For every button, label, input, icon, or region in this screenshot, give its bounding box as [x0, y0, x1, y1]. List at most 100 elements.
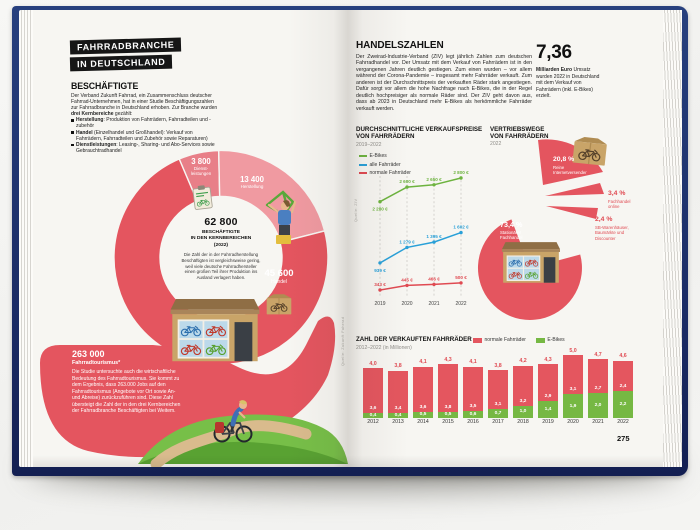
sales-bars: 4,0 3,6 0,4 2012 3,8 3,4 0,4 2013 4,1 3,6 0,5 2014 4… — [363, 342, 638, 426]
bar-2013: 3,8 3,4 0,4 2013 — [388, 342, 408, 426]
donut-label-handel: Handel — [271, 279, 287, 285]
bar-total-label: 5,0 — [569, 347, 577, 354]
legend-label-normale: normale Fahrräder — [369, 170, 411, 177]
bar-segment-normale: 3,2 — [513, 365, 533, 406]
legend-label-alle: alle Fahrräder — [369, 161, 401, 168]
bar-segment-normale: 2,4 — [613, 360, 633, 391]
legend-label-ebikes: E-Bikes — [369, 153, 387, 159]
prices-chart-svg: 2019 2020 2021 2022 2 280 € 2 600 € 2 650 € 2 8… — [372, 170, 469, 307]
source-note-left: Quelle: Zukunft Fahrrad — [341, 316, 345, 366]
bar-segment-normale: 2,7 — [588, 359, 608, 393]
donut-value-herstellung: 13 400 — [240, 175, 264, 184]
bar-year-label: 2016 — [467, 419, 479, 425]
svg-text:343 €: 343 € — [374, 282, 386, 287]
bar-2017: 3,8 3,1 0,7 2017 — [488, 342, 508, 426]
page-number: 275 — [617, 434, 630, 443]
bar-segment-normale: 3,6 — [413, 366, 433, 412]
prices-legend: E-Bikes alle Fahrräder normale Fahrräder — [359, 153, 411, 176]
bar-total-label: 3,8 — [494, 362, 502, 369]
pie-slice-internet — [538, 139, 603, 185]
svg-text:2021: 2021 — [428, 301, 439, 307]
pie-label-stationaer: Stationärer Fachhandel — [500, 230, 523, 241]
intro-paragraph-left: Der Verband Zukunft Fahrrad, ein Zusamme… — [71, 93, 219, 154]
bar-segment-ebike: 0,4 — [363, 413, 383, 418]
legend-item-normale-bikes: normale Fahrräder — [473, 337, 526, 343]
donut-center-label: BESCHÄFTIGTE IN DEN KERNBEREICHEN (2022) — [190, 230, 252, 248]
bar-segment-ebike: 1,0 — [513, 405, 533, 418]
sales-chart-subtitle: 2012–2022 (in Millionen) — [356, 345, 412, 351]
shop-icon-small — [502, 242, 560, 283]
svg-text:1 602 €: 1 602 € — [453, 225, 469, 230]
legend-item-alle: alle Fahrräder — [359, 162, 411, 168]
page-stack-right — [662, 10, 682, 467]
legend-label-ebikes-bars: E-Bikes — [547, 337, 565, 343]
legend-swatch-normale-bikes — [473, 337, 482, 343]
bar-segment-normale: 3,8 — [438, 364, 458, 412]
bar-total-label: 4,7 — [594, 351, 602, 358]
legend-item-ebikes-bars: E-Bikes — [535, 337, 565, 343]
legend-item-normale: normale Fahrräder — [359, 170, 411, 176]
bar-year-label: 2021 — [592, 419, 604, 425]
bar-2022: 4,6 2,4 2,2 2022 — [613, 342, 633, 426]
bar-segment-ebike: 1,4 — [538, 400, 558, 418]
tourism-value: 263 000 — [72, 349, 105, 359]
source-note-right: Quelle: ZIV — [354, 198, 358, 222]
svg-text:1 395 €: 1 395 € — [426, 234, 442, 239]
pie-value-stationaer: 73,4 % — [500, 220, 523, 229]
revenue-note: Milliarden Euro Umsatz wurden 2022 in De… — [536, 67, 600, 99]
donut-label-herstellung: Herstellung — [240, 184, 264, 189]
bar-segment-ebike: 1,9 — [563, 394, 583, 418]
pie-label-sb-warenhaus: SB-Warenhäuser, Baumärkte und Discounter — [595, 225, 629, 241]
book-spread: FAHRRADBRANCHE IN DEUTSCHLAND BESCHÄFTIG… — [33, 10, 663, 467]
svg-text:2020: 2020 — [401, 301, 412, 307]
legend-item-ebikes: E-Bikes — [359, 153, 411, 159]
bar-total-label: 4,1 — [419, 359, 427, 366]
donut-center-text: 62 800 BESCHÄFTIGTE IN DEN KERNBEREICHEN… — [171, 216, 271, 281]
bar-2018: 4,2 3,2 1,0 2018 — [513, 342, 533, 426]
bar-segment-normale: 3,6 — [363, 368, 383, 413]
intro-paragraph-right: Der Zweirad-Industrie-Verband (ZIV) legt… — [356, 54, 532, 112]
svg-text:445 €: 445 € — [401, 277, 413, 282]
cyclist — [213, 400, 253, 443]
section-heading-handelszahlen: HANDELSZAHLEN — [356, 40, 444, 51]
channels-chart-title: VERTRIEBSWEGE VON FAHRRÄDERN — [490, 126, 549, 141]
revenue-value: 7,36 — [536, 42, 572, 63]
bar-year-label: 2018 — [517, 419, 529, 425]
bike-assembler-illustration — [265, 190, 297, 244]
pie-value-fachhandel-online: 3,4 % — [608, 190, 626, 197]
legend-label-normale-bikes: normale Fahrräder — [484, 337, 526, 343]
legend-swatch-ebikes-bars — [535, 337, 545, 343]
donut-center-note: Die Zahl der in der Fahrradherstellung B… — [181, 252, 261, 280]
svg-text:2 800 €: 2 800 € — [453, 170, 469, 175]
svg-text:2 600 €: 2 600 € — [399, 179, 415, 184]
bike-shop-illustration — [170, 299, 260, 363]
bar-year-label: 2015 — [442, 419, 454, 425]
bar-2016: 4,1 3,5 0,6 2016 — [463, 342, 483, 426]
bar-2014: 4,1 3,6 0,5 2014 — [413, 342, 433, 426]
cyclist-hill-illustration — [138, 400, 348, 467]
intro-text: Der Verband Zukunft Fahrrad, ein Zusamme… — [71, 93, 218, 118]
bar-total-label: 4,2 — [519, 358, 527, 364]
bar-segment-ebike: 0,5 — [413, 411, 433, 418]
section-heading-beschaeftigte: BESCHÄFTIGTE — [71, 81, 139, 91]
bar-segment-ebike: 0,7 — [488, 409, 508, 418]
bar-segment-ebike: 0,4 — [388, 413, 408, 418]
legend-swatch-ebikes — [359, 155, 367, 157]
donut-value-dienstleistungen: 3 800 — [191, 157, 211, 166]
donut-value-handel: 45 600 — [264, 268, 294, 279]
bar-total-label: 4,1 — [469, 359, 477, 366]
bar-total-label: 4,3 — [544, 356, 552, 363]
bar-2019: 4,3 2,9 1,4 2019 — [538, 342, 558, 426]
bar-total-label: 4,6 — [619, 353, 627, 359]
bar-year-label: 2017 — [492, 419, 504, 425]
bar-2012: 4,0 3,6 0,4 2012 — [363, 342, 383, 426]
tourism-paragraph: Die Studie untersuchte auch die wirtscha… — [72, 369, 181, 414]
channels-chart-subtitle: 2022 — [490, 141, 502, 147]
svg-text:939 €: 939 € — [374, 268, 386, 273]
tourism-label: Fahrradtourismus* — [72, 360, 121, 366]
bar-year-label: 2022 — [617, 419, 629, 425]
bar-total-label: 4,0 — [369, 360, 377, 367]
pie-label-fachhandel-online: Fachhandel online — [608, 199, 631, 210]
bar-total-label: 3,8 — [394, 363, 402, 369]
